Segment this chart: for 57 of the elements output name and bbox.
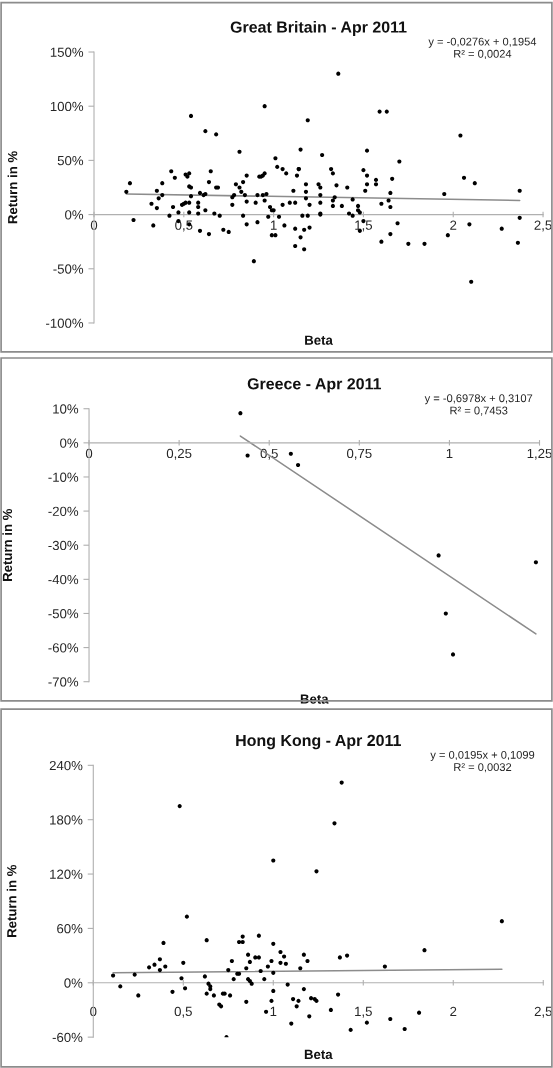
point (288, 451, 293, 456)
y-tick-label: 150% (50, 47, 84, 57)
y-tick-label: -60% (52, 1032, 83, 1043)
annotation: R² = 0,0032 (454, 763, 512, 773)
y-tick-label: -60% (48, 643, 79, 653)
annotation: R² = 0,7453 (450, 406, 508, 416)
x-tick-label: 2 (450, 1006, 457, 1016)
y-tick-label: 50% (57, 155, 84, 166)
chart-title: Hong Kong - Apr 2011 (236, 734, 401, 750)
x-tick-label: 1 (270, 220, 277, 230)
y-tick-label: -50% (48, 609, 79, 619)
y-axis-title: Return in % (6, 864, 17, 937)
y-tick-label: 0% (60, 438, 79, 448)
x-tick-label: 0,75 (346, 448, 372, 460)
x-tick-label: 2,5 (534, 1006, 552, 1018)
y-axis-title: Return in % (7, 151, 18, 224)
text: y = 0,0195x + 0,1099 (430, 750, 535, 761)
x-tick-label: 1 (270, 1006, 277, 1016)
y-tick-label: 10% (53, 404, 79, 414)
x-tick-label: 0 (90, 1006, 97, 1017)
x-tick-label: 1,25 (527, 448, 552, 460)
y-tick-label: 60% (57, 923, 83, 934)
x-axis-title: Beta (305, 335, 333, 345)
y-tick-label: 240% (49, 760, 83, 771)
y-tick-label: 100% (50, 101, 84, 112)
y-tick-label: -20% (48, 506, 79, 516)
y-axis-title: Return in % (2, 508, 13, 581)
x-tick-label: 2 (450, 220, 457, 230)
y-tick-label: -40% (48, 574, 79, 585)
x-tick-label: 2,5 (534, 220, 552, 232)
x-tick-label: 1,5 (355, 1006, 372, 1018)
y-tick-label: -100% (46, 318, 84, 328)
chart-title: Greece - Apr 2011 (247, 378, 382, 393)
y-tick-label: 180% (50, 815, 83, 825)
y-tick-label: 0% (64, 978, 83, 988)
y-tick-label: -50% (53, 264, 84, 274)
x-tick-label: 1,5 (355, 220, 373, 232)
point (450, 652, 456, 657)
x-tick-label: 1 (446, 448, 453, 458)
point (533, 560, 538, 565)
x-axis-title: Beta (304, 1049, 333, 1060)
point (443, 611, 448, 616)
chart-title: Great Britain - Apr 2011 (230, 20, 407, 36)
y-tick-label: -70% (48, 677, 79, 687)
x-tick-label: 0,5 (174, 1006, 192, 1018)
y-tick-label: -30% (48, 540, 79, 551)
point (238, 411, 243, 416)
text: y = -0,0276x + 0,1954 (428, 37, 537, 48)
y-tick-label: -10% (48, 472, 79, 482)
x-tick-label: 0,25 (166, 448, 192, 460)
x-tick-label: 0,5 (260, 448, 278, 460)
y-tick-label: 120% (50, 869, 83, 879)
x-tick-label: 0 (85, 448, 93, 459)
annotation: R² = 0,0024 (454, 49, 512, 60)
x-tick-label: 0 (90, 220, 98, 230)
y-tick-label: 0% (65, 210, 84, 220)
text: y = -0,6978x + 0,3107 (424, 394, 533, 405)
